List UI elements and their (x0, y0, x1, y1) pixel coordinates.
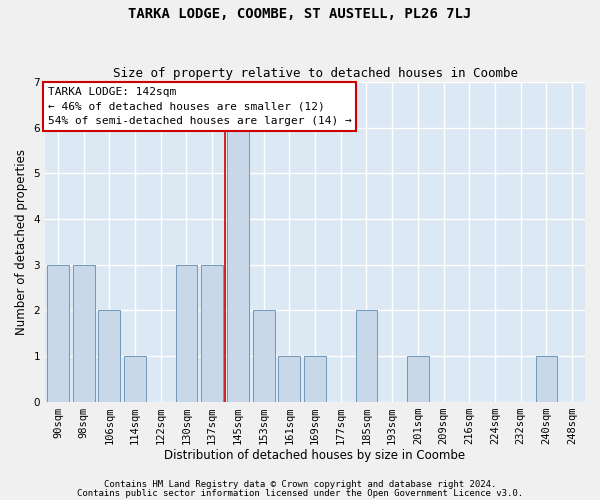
Bar (304, 356, 326, 402)
Bar (73, 264, 95, 402)
Bar (407, 356, 429, 402)
Bar (98, 310, 120, 402)
Bar (356, 310, 377, 402)
Bar (253, 310, 275, 402)
Y-axis label: Number of detached properties: Number of detached properties (15, 149, 28, 335)
Bar (227, 128, 249, 402)
Bar (278, 356, 300, 402)
Bar (201, 264, 223, 402)
Text: Contains HM Land Registry data © Crown copyright and database right 2024.: Contains HM Land Registry data © Crown c… (104, 480, 496, 489)
X-axis label: Distribution of detached houses by size in Coombe: Distribution of detached houses by size … (164, 450, 466, 462)
Text: TARKA LODGE, COOMBE, ST AUSTELL, PL26 7LJ: TARKA LODGE, COOMBE, ST AUSTELL, PL26 7L… (128, 8, 472, 22)
Text: TARKA LODGE: 142sqm
← 46% of detached houses are smaller (12)
54% of semi-detach: TARKA LODGE: 142sqm ← 46% of detached ho… (48, 87, 352, 126)
Bar (536, 356, 557, 402)
Text: Contains public sector information licensed under the Open Government Licence v3: Contains public sector information licen… (77, 488, 523, 498)
Title: Size of property relative to detached houses in Coombe: Size of property relative to detached ho… (113, 66, 518, 80)
Bar (124, 356, 146, 402)
Bar (176, 264, 197, 402)
Bar (47, 264, 69, 402)
